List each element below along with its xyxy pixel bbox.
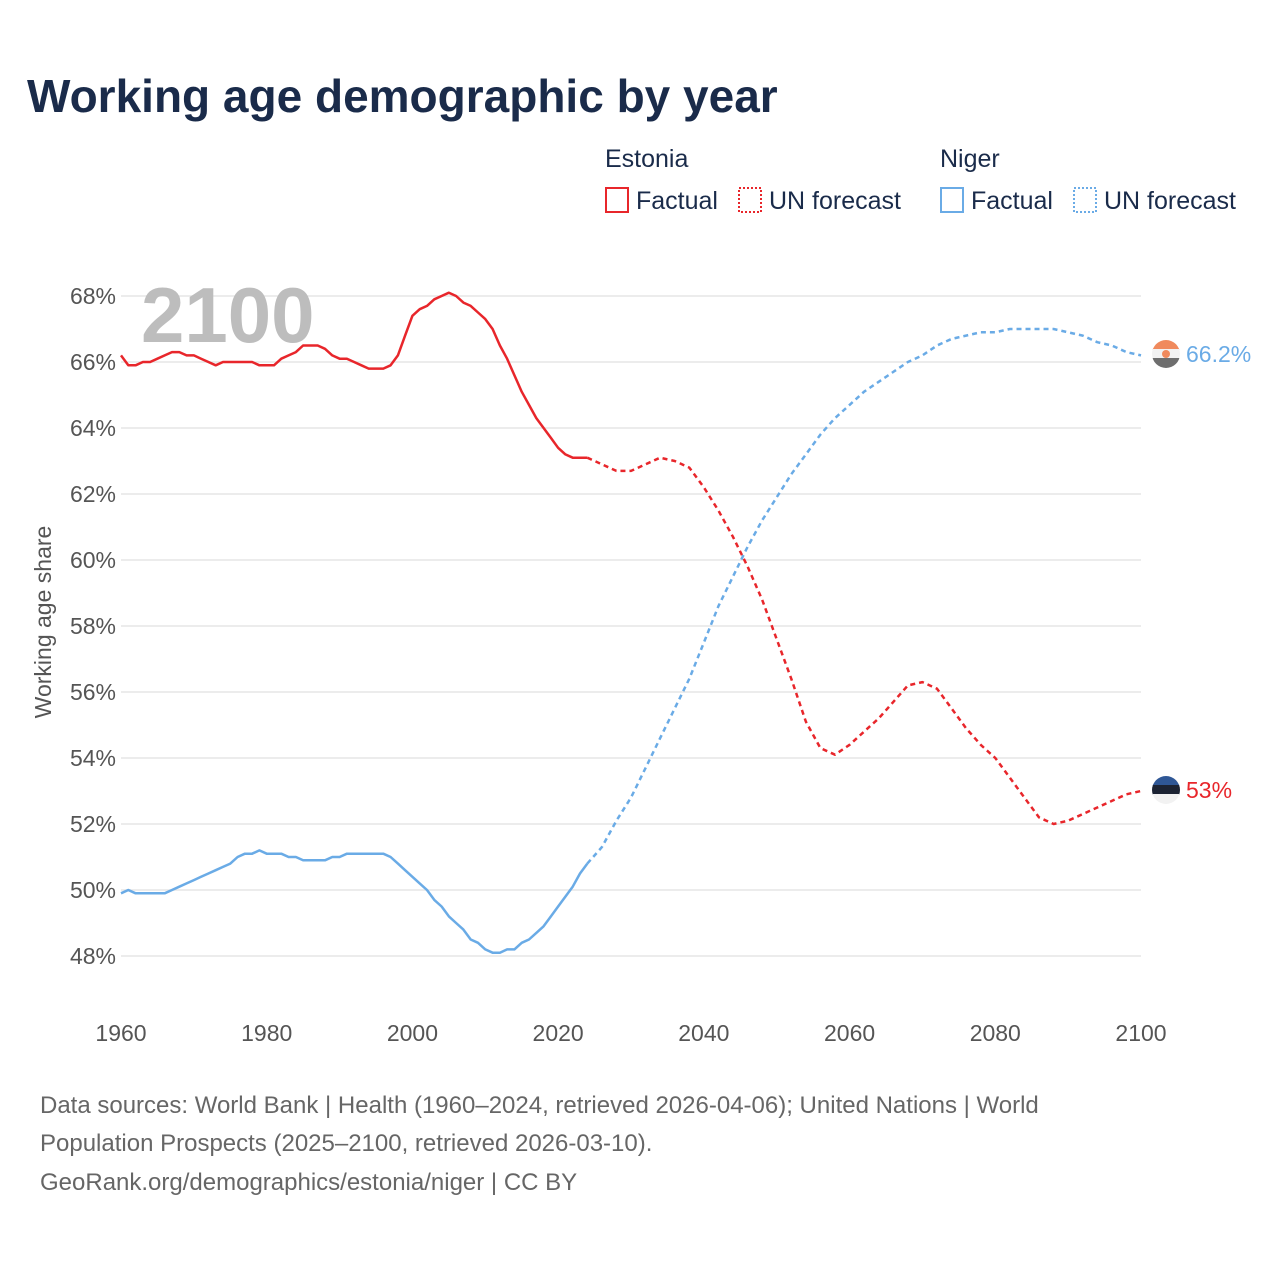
y-tick-label: 66% <box>70 349 116 375</box>
y-tick-label: 54% <box>70 745 116 771</box>
x-tick-label: 2000 <box>387 1020 438 1046</box>
legend-niger-title: Niger <box>940 145 1000 173</box>
x-tick-label: 2060 <box>824 1020 875 1046</box>
x-tick-label: 2100 <box>1115 1020 1166 1046</box>
y-tick-label: 68% <box>70 283 116 309</box>
source-line-3: GeoRank.org/demographics/estonia/niger |… <box>40 1169 577 1196</box>
x-tick-label: 1960 <box>95 1020 146 1046</box>
y-tick-label: 56% <box>70 679 116 705</box>
niger-end-label: 66.2% <box>1186 341 1251 367</box>
y-axis-label: Working age share <box>30 526 56 719</box>
estonia-flag-marker <box>1152 776 1180 804</box>
niger-factual-line <box>120 849 589 954</box>
legend-estonia: Estonia Factual UN forecast <box>605 145 901 215</box>
x-tick-label: 2020 <box>533 1020 584 1046</box>
legend-niger-factual-swatch <box>940 187 964 213</box>
y-tick-label: 60% <box>70 547 116 573</box>
x-axis-ticks: 1960 1980 2000 2020 2040 2060 2080 2100 <box>95 1020 1166 1046</box>
y-tick-label: 58% <box>70 613 116 639</box>
x-tick-label: 1980 <box>241 1020 292 1046</box>
legend-niger-forecast-swatch <box>1073 187 1097 213</box>
x-tick-label: 2040 <box>678 1020 729 1046</box>
legend-estonia-title: Estonia <box>605 145 688 173</box>
estonia-factual-line <box>119 291 588 459</box>
legend-estonia-factual-label: Factual <box>636 187 718 215</box>
legend-niger-forecast-label: UN forecast <box>1104 187 1236 215</box>
series-lines <box>119 291 1142 954</box>
year-watermark: 2100 <box>141 271 315 359</box>
gridlines <box>121 295 1141 957</box>
legend-niger-factual-label: Factual <box>971 187 1053 215</box>
source-line-1: Data sources: World Bank | Health (1960–… <box>40 1092 1039 1119</box>
niger-flag-marker <box>1152 340 1180 368</box>
legend-estonia-factual-swatch <box>605 187 629 213</box>
page-title: Working age demographic by year <box>27 70 778 122</box>
estonia-end-label: 53% <box>1186 777 1232 803</box>
legend-estonia-forecast-swatch <box>738 187 762 213</box>
y-tick-label: 52% <box>70 811 116 837</box>
y-tick-label: 50% <box>70 877 116 903</box>
niger-forecast-line <box>586 327 1142 865</box>
y-tick-label: 64% <box>70 415 116 441</box>
estonia-forecast-line <box>586 456 1142 826</box>
legend-estonia-forecast-label: UN forecast <box>769 187 901 215</box>
y-tick-label: 62% <box>70 481 116 507</box>
y-tick-label: 48% <box>70 943 116 969</box>
source-line-2: Population Prospects (2025–2100, retriev… <box>40 1130 652 1157</box>
y-axis-ticks: 48% 50% 52% 54% 56% 58% 60% 62% 64% 66% 68% <box>70 283 116 969</box>
x-tick-label: 2080 <box>970 1020 1021 1046</box>
legend-niger: Niger Factual UN forecast <box>940 145 1236 215</box>
